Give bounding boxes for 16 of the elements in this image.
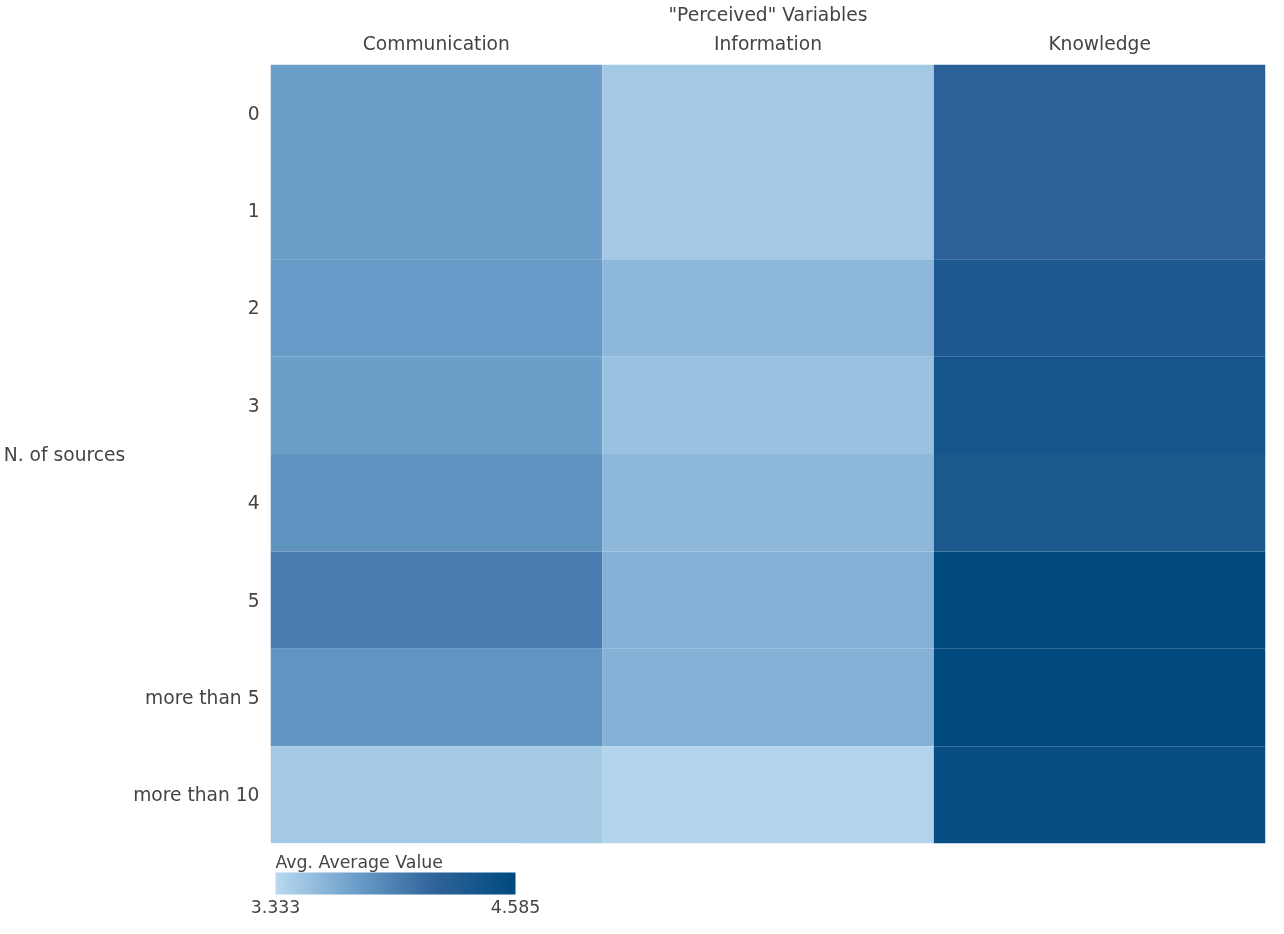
x-tick-label: Communication: [362, 32, 510, 54]
x-tick-label: Information: [714, 32, 822, 54]
color-bar-title: Avg. Average Value: [275, 851, 443, 872]
y-tick-label: 2: [247, 297, 260, 319]
y-tick-label: 0: [247, 102, 260, 124]
x-tick-label: Knowledge: [1048, 32, 1151, 54]
y-tick-label: 3: [247, 394, 260, 416]
color-bar-label: 4.585: [490, 896, 541, 917]
y-tick-label: more than 10: [133, 784, 260, 806]
y-tick-label: 4: [247, 492, 260, 514]
y-tick-label: 5: [247, 589, 260, 611]
y-tick-label: 1: [247, 200, 260, 222]
color-bar-label: 3.333: [250, 896, 301, 917]
x-axis-title: "Perceived" Variables: [668, 3, 868, 25]
y-tick-label: more than 5: [145, 686, 260, 708]
y-axis-title: N. of sources: [3, 443, 126, 465]
